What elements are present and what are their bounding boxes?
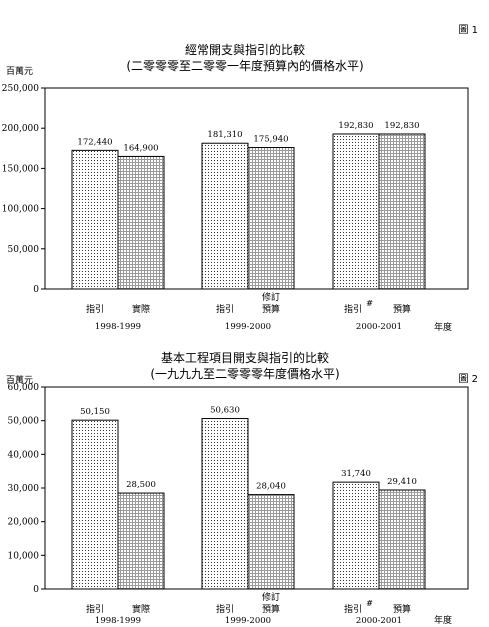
x-axis-label-2: 年度 bbox=[434, 614, 452, 626]
bar bbox=[247, 494, 295, 590]
group-label: 1998-1999 bbox=[95, 616, 141, 626]
category-label: 實際 bbox=[132, 303, 150, 315]
group-label: 2000-2001 bbox=[356, 322, 402, 332]
y-tick-label: 150,000 bbox=[2, 164, 39, 174]
y-tick-label: 10,000 bbox=[8, 551, 40, 561]
category-label: 修訂 bbox=[262, 591, 280, 603]
chart-title-2: 基本工程項目開支與指引的比較 bbox=[161, 350, 329, 365]
chart-1-plot: 0 50,000 100,000 150,000 200,000 250,000 172,4… bbox=[2, 84, 469, 332]
bar bbox=[117, 155, 165, 290]
figure-label-2: 圖 2 bbox=[458, 373, 478, 385]
y-tick-label: 30,000 bbox=[8, 484, 40, 494]
category-label: 預算 bbox=[262, 603, 280, 615]
bar-value-label: 192,830 bbox=[338, 121, 373, 131]
y-tick-label: 100,000 bbox=[2, 205, 39, 215]
chart-subtitle-2: (一九九九至二零零零年度價格水平) bbox=[150, 366, 339, 381]
chart-subtitle-1: (二零零零至二零零一年度預算內的價格水平) bbox=[126, 58, 363, 73]
bar bbox=[378, 133, 426, 290]
bar-value-label: 50,630 bbox=[210, 406, 240, 416]
y-axis-unit-2: 百萬元 bbox=[6, 374, 33, 386]
y-tick-label: 50,000 bbox=[8, 417, 40, 427]
bar bbox=[201, 418, 249, 590]
bar-value-label: 50,150 bbox=[80, 407, 110, 417]
category-label: 指引 bbox=[216, 303, 234, 315]
group-label: 2000-2001 bbox=[356, 616, 402, 626]
category-label: 修訂 bbox=[262, 291, 280, 303]
category-label: 實際 bbox=[132, 603, 150, 615]
bar-value-label: 28,500 bbox=[126, 480, 156, 490]
bar bbox=[71, 419, 119, 590]
category-label: 指引 bbox=[344, 603, 362, 615]
group-label: 1999-2000 bbox=[225, 616, 271, 626]
y-tick-label: 40,000 bbox=[8, 450, 40, 460]
bar bbox=[71, 149, 119, 290]
bar-value-label: 31,740 bbox=[341, 469, 371, 479]
category-label: 指引 bbox=[344, 303, 362, 315]
y-tick-label: 0 bbox=[33, 585, 39, 595]
category-label: 預算 bbox=[393, 603, 411, 615]
category-label: 預算 bbox=[393, 303, 411, 315]
bar bbox=[332, 133, 380, 290]
y-tick-label: 200,000 bbox=[2, 124, 39, 134]
category-label: 指引 bbox=[86, 303, 104, 315]
bar-value-label: 28,040 bbox=[256, 482, 286, 492]
figure-label-1: 圖 1 bbox=[458, 24, 478, 36]
y-tick-label: 0 bbox=[33, 285, 39, 295]
bar-value-label: 164,900 bbox=[123, 143, 158, 153]
category-footnote-mark: # bbox=[366, 299, 373, 309]
bar bbox=[117, 492, 165, 590]
x-axis-label-1: 年度 bbox=[434, 321, 452, 333]
group-label: 1998-1999 bbox=[95, 322, 141, 332]
category-label: 指引 bbox=[216, 603, 234, 615]
y-tick-label: 50,000 bbox=[8, 245, 40, 255]
y-tick-label: 20,000 bbox=[8, 518, 40, 528]
y-tick-label: 60,000 bbox=[8, 383, 40, 393]
bar bbox=[201, 142, 249, 290]
y-axis-unit-1: 百萬元 bbox=[6, 65, 33, 77]
bar bbox=[332, 481, 380, 590]
bar bbox=[378, 489, 426, 590]
chart-2-plot: 0 10,000 20,000 30,000 40,000 50,000 60,000 50,… bbox=[8, 383, 469, 626]
bar-value-label: 192,830 bbox=[384, 121, 419, 131]
category-label: 指引 bbox=[86, 603, 104, 615]
bar bbox=[247, 147, 295, 290]
bar-value-label: 175,940 bbox=[253, 135, 288, 145]
category-footnote-mark: # bbox=[366, 599, 373, 609]
bar-value-label: 181,310 bbox=[207, 130, 242, 140]
chart-title-1: 經常開支與指引的比較 bbox=[185, 42, 305, 57]
category-label: 預算 bbox=[262, 303, 280, 315]
bar-value-label: 29,410 bbox=[387, 477, 417, 487]
y-tick-label: 250,000 bbox=[2, 84, 39, 94]
group-label: 1999-2000 bbox=[225, 322, 271, 332]
bar-value-label: 172,440 bbox=[77, 137, 112, 147]
